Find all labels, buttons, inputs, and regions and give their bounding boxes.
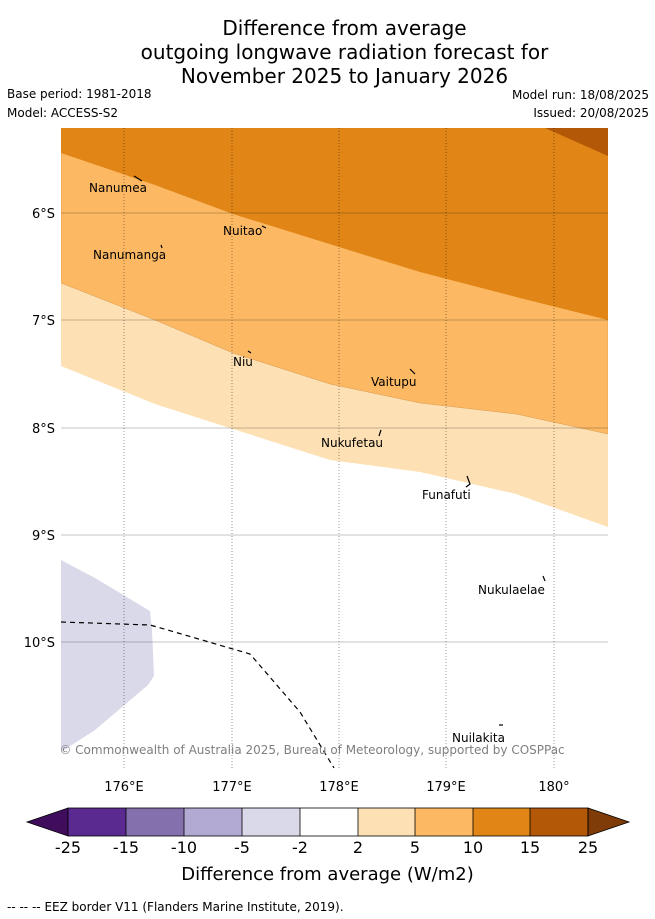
colorbar-tick: 25 [578,838,598,857]
colorbar-tick: 10 [463,838,483,857]
place-label-niu: Niu [233,355,253,369]
lon-tick: 178°E [319,780,359,795]
colorbar-bin [68,808,126,836]
eez-legend: -- -- -- EEZ border V11 (Flanders Marine… [7,900,344,914]
model-run: Model run: 18/08/2025 [511,88,649,102]
colorbar-bin [473,808,530,836]
colorbar-tick: -2 [292,838,308,857]
model-name: Model: ACCESS-S2 [7,106,119,120]
copyright-notice: © Commonwealth of Australia 2025, Bureau… [59,743,564,757]
lat-tick: 10°S [24,636,55,651]
place-labels: Nanumea Nuitao Nanumanga Niu Vaitupu Nuk… [89,181,545,745]
colorbar-tick: -25 [55,838,81,857]
colorbar-bin [415,808,473,836]
latitude-tick-labels: 6°S 7°S 8°S 9°S 10°S [24,207,55,651]
anomaly-band-10-to-15 [61,128,608,320]
anomaly-band-minus5-to-minus2 [61,560,154,752]
lon-gridlines [123,128,555,770]
place-label-vaitupu: Vaitupu [371,375,417,389]
colorbar-tick: 2 [353,838,363,857]
colorbar-tick: -15 [113,838,139,857]
lat-gridlines [61,212,608,643]
lat-tick: 8°S [32,422,55,437]
colorbar-bin [300,808,358,836]
lon-tick: 177°E [212,780,252,795]
colorbar-tick: 5 [410,838,420,857]
place-label-nanumea: Nanumea [89,181,147,195]
colorbar-tick: -10 [171,838,197,857]
colorbar-extend-low [25,807,69,837]
title-line-3: November 2025 to January 2026 [180,64,509,88]
lon-tick: 179°E [426,780,466,795]
colorbar: -25 -15 -10 -5 -2 2 5 10 15 25 [25,807,631,857]
place-label-nukufetau: Nukufetau [321,436,383,450]
colorbar-bin [126,808,184,836]
lat-tick: 9°S [32,529,55,544]
issued-date: Issued: 20/08/2025 [533,106,649,120]
lat-tick: 7°S [32,314,55,329]
place-label-nanumanga: Nanumanga [93,248,166,262]
place-label-nuilakita: Nuilakita [452,731,505,745]
forecast-field [61,128,608,770]
place-label-nukulaelae: Nukulaelae [478,583,545,597]
lat-tick: 6°S [32,207,55,222]
lon-tick: 180° [538,780,569,795]
island-outlines [133,175,546,726]
eez-legend-text: EEZ border V11 (Flanders Marine Institut… [44,900,344,914]
place-label-funafuti: Funafuti [422,488,471,502]
lon-tick: 176°E [104,780,144,795]
colorbar-bin [530,808,588,836]
colorbar-bin [358,808,415,836]
base-period: Base period: 1981-2018 [7,87,152,101]
place-label-nuitao: Nuitao [223,224,262,238]
colorbar-label: Difference from average (W/m2) [181,864,474,885]
eez-border [60,621,335,769]
colorbar-extend-high [587,807,631,837]
colorbar-bin [184,808,242,836]
colorbar-tick: 15 [520,838,540,857]
longitude-tick-labels: 176°E 177°E 178°E 179°E 180° [104,780,569,795]
anomaly-band-15-to-25 [545,128,608,156]
colorbar-tick: -5 [234,838,250,857]
map-title: Difference from average outgoing longwav… [0,16,655,88]
title-line-1: Difference from average [222,16,467,40]
colorbar-bin [242,808,300,836]
eez-legend-symbol: -- -- -- [7,900,41,914]
title-line-2: outgoing longwave radiation forecast for [140,40,549,64]
